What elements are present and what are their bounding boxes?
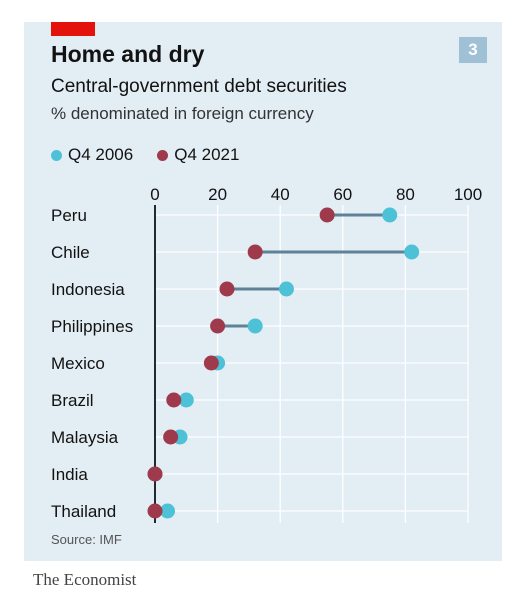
category-label: Chile [51,243,90,262]
brand-red-tag [51,22,95,36]
x-tick-label: 100 [454,185,482,204]
chart-title: Home and dry [51,41,205,67]
point-q4-2006 [404,244,420,260]
point-q4-2006 [178,392,194,408]
point-q4-2006 [160,503,176,519]
point-q4-2006 [278,281,294,297]
category-label: Brazil [51,391,94,410]
point-q4-2021 [210,318,226,334]
point-q4-2021 [147,466,163,482]
x-tick-label: 80 [396,185,415,204]
x-tick-label: 60 [333,185,352,204]
point-q4-2021 [319,207,335,223]
point-q4-2021 [163,429,179,445]
point-q4-2021 [219,281,235,297]
point-q4-2021 [147,503,163,519]
legend-item-q4-2006: Q4 2006 [51,145,133,165]
x-tick-label: 20 [208,185,227,204]
category-label: Peru [51,206,87,225]
category-label: India [51,465,88,484]
legend-label-q4-2006: Q4 2006 [68,145,134,164]
chart-panel [24,22,502,561]
point-q4-2021 [203,355,219,371]
category-label: Thailand [51,502,116,521]
x-tick-label: 40 [271,185,290,204]
category-label: Malaysia [51,428,119,447]
chart-subtitle: Central-government debt securities [51,76,347,97]
legend-swatch-q4-2006 [51,149,62,161]
chart-units: % denominated in foreign currency [51,104,314,123]
category-label: Philippines [51,317,133,336]
point-q4-2006 [382,207,398,223]
legend-swatch-q4-2021 [157,149,169,161]
category-label: Indonesia [51,280,125,299]
publisher-wordmark: The Economist [33,570,137,589]
legend-item-q4-2021: Q4 2021 [157,145,239,165]
category-label: Mexico [51,354,105,373]
point-q4-2006 [247,318,263,334]
point-q4-2021 [166,392,182,408]
x-tick-label: 0 [150,185,159,204]
legend-label-q4-2021: Q4 2021 [174,145,240,164]
source-note: Source: IMF [51,532,122,547]
point-q4-2021 [247,244,263,260]
chart-number-badge: 3 [459,37,487,63]
chart-legend: Q4 2006 Q4 2021 [51,145,263,165]
